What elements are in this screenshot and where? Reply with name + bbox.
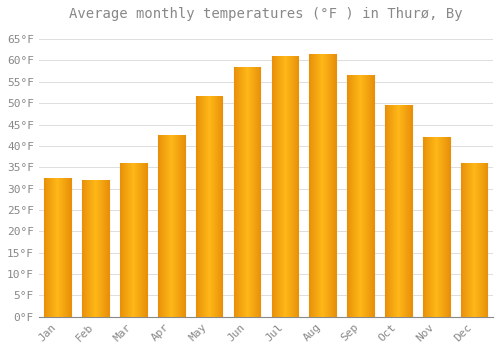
Title: Average monthly temperatures (°F ) in Thurø, By: Average monthly temperatures (°F ) in Th…: [69, 7, 462, 21]
